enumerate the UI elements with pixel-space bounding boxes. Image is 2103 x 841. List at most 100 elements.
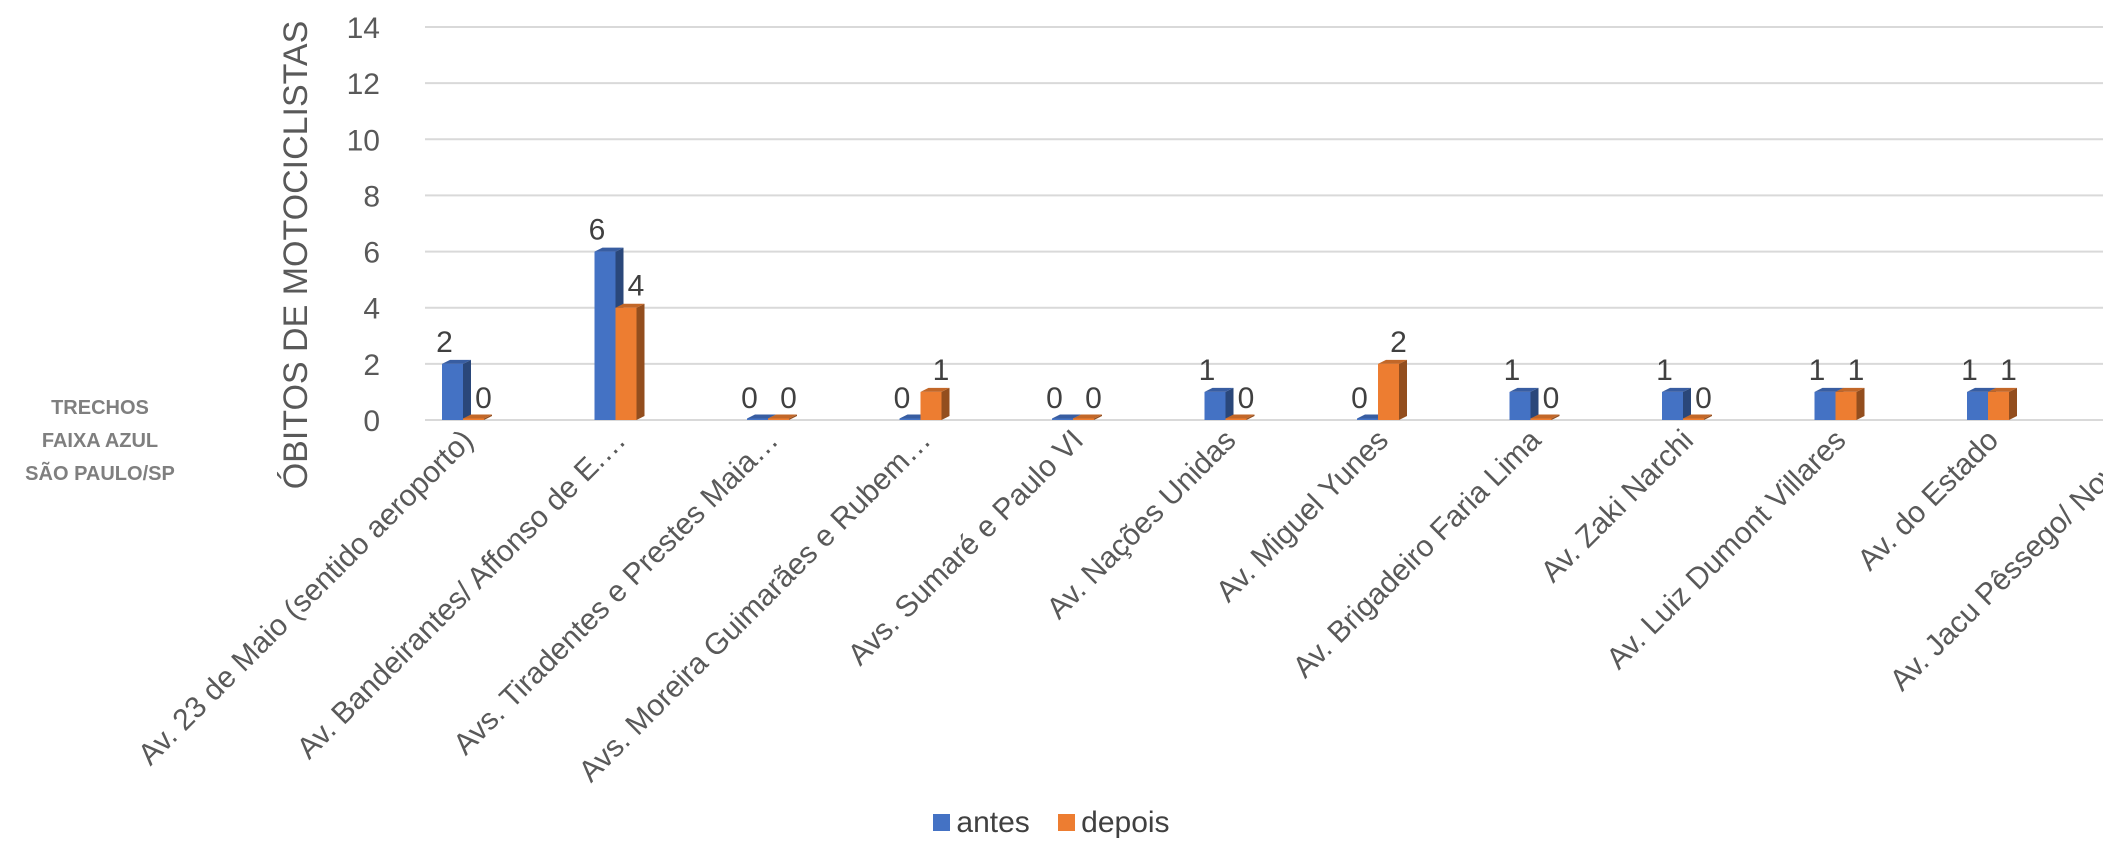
side-title-line-3: SÃO PAULO/SP [25, 463, 175, 485]
x-tick-label-11: Av. Jacu Pêssego/ Nova… [1884, 424, 2103, 698]
bar-front-depois-3 [920, 391, 942, 420]
bar-side-antes-5 [1225, 387, 1234, 420]
data-label-depois-2: 0 [780, 382, 797, 415]
bar-front-depois-5 [1225, 418, 1247, 420]
data-label-depois-8: 0 [1695, 382, 1712, 415]
bar-front-antes-6 [1357, 418, 1378, 420]
bar-depois-4 [1073, 414, 1102, 420]
data-label-antes-8: 1 [1656, 354, 1673, 387]
legend-swatch-antes [933, 814, 951, 831]
bar-front-antes-8 [1662, 391, 1683, 420]
bar-front-depois-0 [463, 418, 484, 420]
bar-side-depois-10 [2009, 387, 2017, 420]
bar-front-depois-10 [1988, 391, 2009, 420]
bar-depois-5 [1225, 414, 1255, 420]
bar-top-antes-10 [1967, 387, 1996, 392]
bar-top-depois-3 [920, 387, 950, 392]
bar-top-depois-10 [1988, 387, 2017, 392]
bar-front-antes-0 [442, 363, 463, 420]
bar-front-antes-9 [1814, 391, 1836, 420]
bar-front-depois-1 [615, 307, 637, 420]
bar-front-depois-7 [1530, 418, 1552, 420]
bar-side-antes-7 [1530, 387, 1539, 420]
bar-top-depois-2 [768, 414, 797, 419]
bar-depois-6 [1378, 359, 1407, 420]
bar-top-depois-8 [1683, 414, 1712, 419]
bar-top-antes-9 [1814, 387, 1844, 392]
data-label-depois-0: 0 [475, 382, 492, 415]
bar-side-depois-9 [1856, 387, 1865, 420]
data-label-depois-10: 1 [2000, 354, 2017, 387]
bar-top-depois-4 [1073, 414, 1102, 419]
bar-front-antes-7 [1509, 391, 1531, 420]
bar-top-depois-0 [463, 414, 492, 419]
bar-front-antes-5 [1204, 391, 1226, 420]
legend: antes depois [0, 805, 2103, 840]
bar-antes-0 [442, 359, 471, 420]
bar-top-antes-2 [747, 414, 776, 419]
bar-front-depois-8 [1683, 418, 1704, 420]
data-label-depois-1: 4 [628, 270, 645, 303]
bar-top-depois-1 [615, 303, 645, 308]
bar-depois-2 [768, 414, 797, 420]
bar-top-antes-7 [1509, 387, 1539, 392]
bar-depois-10 [1988, 387, 2017, 420]
x-tick-label-8: Av. Zaki Narchi [1535, 424, 1700, 589]
grid-lines [425, 26, 2103, 421]
y-tick-label-7: 14 [347, 12, 380, 45]
bar-side-depois-3 [941, 387, 950, 420]
bar-top-antes-4 [1052, 414, 1081, 419]
bar-side-depois-8 [1704, 414, 1712, 420]
bar-top-antes-5 [1204, 387, 1234, 392]
legend-item-antes: antes [933, 805, 1030, 840]
bar-top-depois-9 [1835, 387, 1865, 392]
bar-depois-9 [1835, 387, 1865, 420]
bar-top-antes-0 [442, 359, 471, 364]
bar-top-antes-1 [594, 247, 624, 252]
data-label-depois-3: 1 [933, 354, 950, 387]
data-label-depois-4: 0 [1085, 382, 1102, 415]
bar-front-antes-1 [594, 251, 616, 420]
data-label-depois-7: 0 [1543, 382, 1560, 415]
side-title-line-1: TRECHOS [51, 397, 149, 419]
bar-depois-0 [463, 414, 492, 420]
y-axis-label: ÓBITOS DE MOTOCICLISTAS [277, 21, 315, 490]
y-tick-label-0: 0 [363, 405, 380, 438]
y-tick-label-4: 8 [363, 180, 380, 213]
bar-top-depois-5 [1225, 414, 1255, 419]
data-label-antes-3: 0 [894, 382, 911, 415]
legend-item-depois: depois [1058, 806, 1170, 840]
data-label-antes-9: 1 [1809, 354, 1826, 387]
bar-side-depois-6 [1399, 359, 1407, 420]
bar-top-antes-8 [1662, 387, 1691, 392]
bar-top-depois-6 [1378, 359, 1407, 364]
bar-side-antes-8 [1683, 387, 1691, 420]
data-label-antes-1: 6 [589, 214, 606, 247]
bar-antes-5 [1204, 387, 1234, 420]
data-label-antes-0: 2 [436, 326, 453, 359]
y-tick-label-3: 6 [363, 237, 380, 270]
data-label-depois-6: 2 [1390, 326, 1407, 359]
data-labels: 2064000100100210101111031312 [436, 214, 2017, 415]
bar-depois-1 [615, 303, 645, 420]
side-title-line-2: FAIXA AZUL [41, 430, 159, 452]
data-label-antes-2: 0 [741, 382, 758, 415]
x-tick-label-10: Av. do Estado [1851, 424, 2004, 577]
side-title: TRECHOS FAIXA AZUL SÃO PAULO/SP [0, 392, 200, 491]
bar-side-depois-4 [1094, 414, 1102, 420]
bar-front-depois-2 [768, 418, 789, 420]
bars [442, 247, 2017, 420]
x-tick-label-2: Avs. Tiradentes e Prestes Maia… [447, 424, 785, 762]
bar-side-antes-0 [463, 359, 471, 420]
bar-front-depois-6 [1378, 363, 1399, 420]
bar-antes-7 [1509, 387, 1539, 420]
legend-label-antes: antes [956, 805, 1030, 839]
data-label-antes-5: 1 [1199, 354, 1216, 387]
x-tick-label-7: Av. Brigadeiro Faria Lima [1287, 423, 1548, 684]
bar-front-depois-4 [1073, 418, 1094, 420]
bar-front-antes-3 [899, 418, 921, 420]
bar-front-depois-9 [1835, 391, 1857, 420]
data-label-antes-10: 1 [1961, 354, 1978, 387]
bar-side-depois-7 [1551, 414, 1560, 420]
bar-front-antes-2 [747, 418, 768, 420]
